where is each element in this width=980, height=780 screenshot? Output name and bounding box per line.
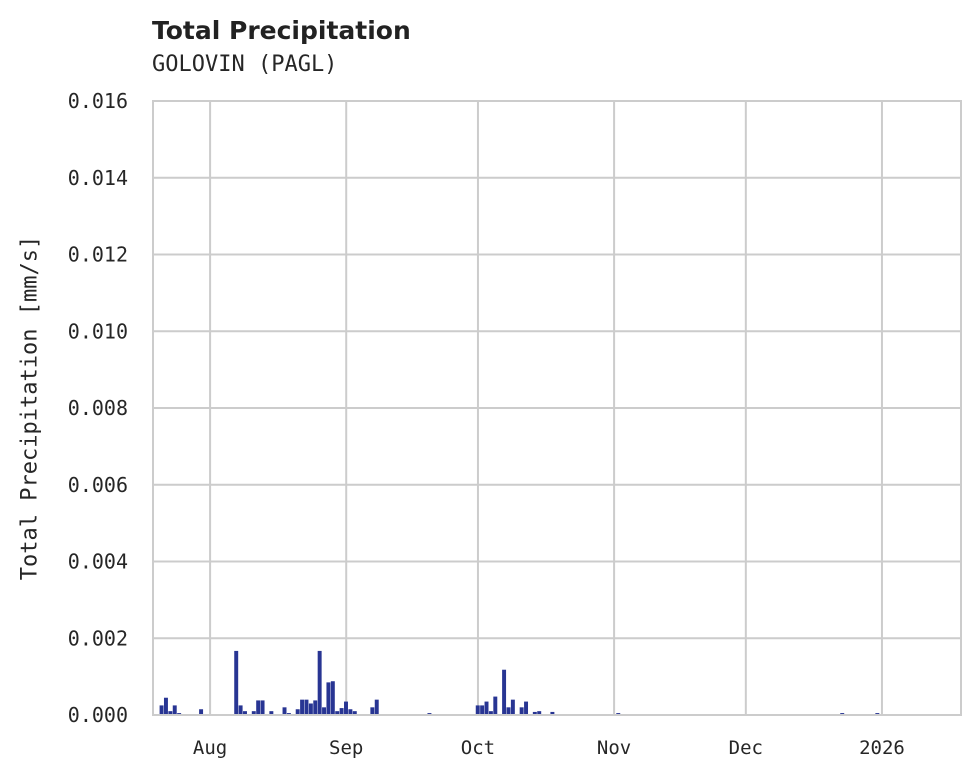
precipitation-bar xyxy=(506,707,511,715)
precipitation-bar xyxy=(335,711,340,715)
precipitation-bar xyxy=(475,705,480,715)
precipitation-bar xyxy=(199,709,204,715)
precipitation-bar xyxy=(260,700,265,715)
precipitation-bar xyxy=(322,707,327,715)
precipitation-bar xyxy=(308,703,313,715)
precipitation-bar xyxy=(256,700,261,715)
x-tick-label: Dec xyxy=(729,737,763,759)
precipitation-bar xyxy=(304,699,309,715)
precipitation-bar xyxy=(339,708,344,715)
precipitation-bar xyxy=(168,711,173,715)
y-tick-label: 0.016 xyxy=(68,89,128,113)
precipitation-bar xyxy=(172,705,177,715)
y-tick-label: 0.010 xyxy=(68,319,128,343)
y-tick-label: 0.014 xyxy=(68,166,128,190)
precipitation-bar xyxy=(550,711,555,715)
precipitation-bar xyxy=(352,711,357,715)
x-tick-label: 2026 xyxy=(859,737,905,759)
precipitation-bar xyxy=(374,699,379,715)
y-tick-label: 0.002 xyxy=(68,626,128,650)
precipitation-bar xyxy=(330,681,335,715)
precipitation-bar xyxy=(537,711,542,715)
x-tick-label: Oct xyxy=(461,737,495,759)
precipitation-bar xyxy=(163,697,168,715)
chart-subtitle: GOLOVIN (PAGL) xyxy=(152,52,338,77)
x-tick-label: Nov xyxy=(597,737,631,759)
precipitation-bar xyxy=(159,705,164,715)
precipitation-bar xyxy=(238,705,243,715)
precipitation-bar xyxy=(519,707,524,715)
precipitation-bar xyxy=(243,711,247,715)
y-tick-label: 0.006 xyxy=(68,473,128,497)
x-tick-label: Sep xyxy=(329,737,363,759)
y-tick-label: 0.000 xyxy=(68,703,128,727)
precipitation-bar xyxy=(348,709,353,715)
chart-title: Total Precipitation xyxy=(152,16,411,45)
precipitation-bars xyxy=(159,650,880,715)
precipitation-bar xyxy=(480,705,485,715)
y-tick-label: 0.008 xyxy=(68,396,128,420)
precipitation-bar xyxy=(295,709,300,715)
x-axis-ticks: Aug Sep Oct Nov Dec 2026 xyxy=(193,737,905,759)
y-tick-label: 0.004 xyxy=(68,550,128,574)
y-tick-label: 0.012 xyxy=(68,243,128,267)
grid-lines xyxy=(153,100,961,716)
y-axis-ticks: 0.000 0.002 0.004 0.006 0.008 0.010 0.012 0.014… xyxy=(68,89,128,727)
precipitation-bar xyxy=(344,701,348,715)
precipitation-bar xyxy=(493,696,498,715)
precipitation-bar xyxy=(524,701,529,715)
plot-frame xyxy=(152,100,962,716)
precipitation-bar xyxy=(326,682,331,715)
precipitation-bar xyxy=(269,711,274,715)
precipitation-bar xyxy=(313,700,318,715)
precipitation-bar xyxy=(532,711,537,715)
precipitation-bar xyxy=(502,669,507,715)
precipitation-bar xyxy=(510,699,515,715)
precipitation-bar xyxy=(317,650,322,715)
precipitation-bar xyxy=(370,707,375,715)
precipitation-bar xyxy=(300,699,305,715)
precipitation-bar xyxy=(488,711,493,715)
precipitation-bar xyxy=(234,650,239,715)
precipitation-bar xyxy=(282,707,287,715)
precipitation-bar xyxy=(251,711,256,715)
precipitation-bar xyxy=(484,701,489,715)
x-tick-label: Aug xyxy=(193,737,227,759)
